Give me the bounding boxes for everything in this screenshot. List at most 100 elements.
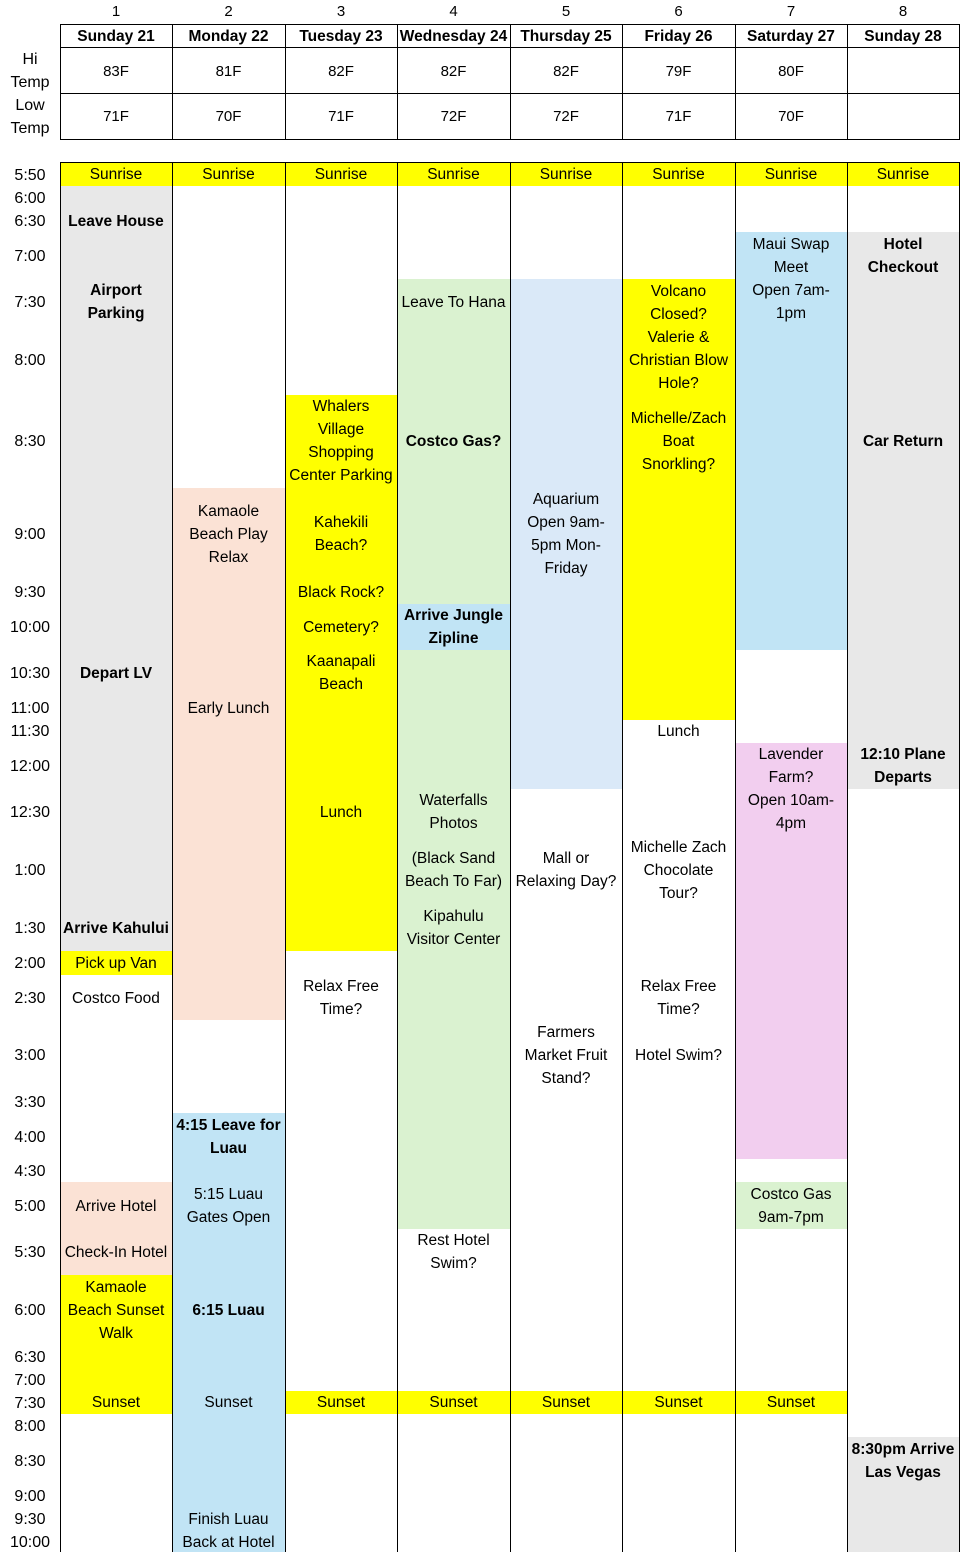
time-label: 3:00: [14, 1047, 46, 1064]
event-text: 4:15 Leave for Luau: [176, 1117, 281, 1157]
event-text: Farmers Market Fruit Stand?: [524, 1023, 608, 1087]
activity-block: [286, 395, 397, 951]
event-text: Michelle/Zach Boat Snorkling?: [630, 409, 727, 473]
band-block: [511, 163, 622, 186]
activity-block: [61, 1275, 172, 1414]
event-text: Kipahulu Visitor Center: [406, 908, 501, 948]
sunrise-label: Sunrise: [652, 166, 705, 183]
band-block: [61, 163, 172, 186]
activity-block: [61, 186, 172, 951]
event-text: Hotel Swim?: [635, 1046, 722, 1064]
event-text: 12:10 Plane Departs: [860, 746, 946, 786]
sunrise-label: Sunrise: [876, 166, 930, 183]
time-label: 6:00: [14, 1302, 46, 1319]
time-label: 6:00: [14, 190, 46, 207]
column-number: 6: [674, 3, 683, 20]
event-text: Cemetery?: [303, 618, 379, 636]
activity-block: [623, 279, 735, 720]
column-number: 2: [224, 3, 233, 20]
band-block: [736, 163, 847, 186]
activity-block: [511, 279, 622, 789]
low-temp-value: 71F: [103, 108, 129, 125]
time-label: 5:00: [14, 1198, 46, 1215]
low-temp-value: 71F: [328, 108, 354, 125]
sunset-label: Sunset: [766, 1394, 816, 1411]
band-block: [511, 1391, 622, 1414]
event-text: 8:30pm Arrive Las Vegas: [851, 1441, 955, 1481]
activity-block: [61, 1182, 172, 1275]
event-text: Relax Free Time?: [303, 978, 379, 1018]
time-label: 2:30: [14, 990, 46, 1007]
band-block: [398, 163, 510, 186]
hi-temp-value: 83F: [103, 62, 129, 80]
time-label: 7:30: [14, 1395, 46, 1412]
time-label: 9:00: [14, 526, 46, 543]
activity-block: [173, 1113, 285, 1552]
band-block: [736, 1391, 847, 1414]
hi-temp-value: 82F: [440, 62, 467, 80]
day-header: Saturday 27: [747, 28, 835, 45]
hi-temp-value: 82F: [328, 62, 354, 80]
low-temp-label: Low Temp: [10, 97, 50, 137]
event-text: Whalers Village Shopping Center Parking: [289, 398, 393, 484]
event-text: 5:15 Luau Gates Open: [186, 1186, 271, 1226]
hi-temp-value: 80F: [778, 62, 804, 80]
event-text: Waterfalls Photos: [419, 792, 488, 832]
time-label: 5:50: [14, 167, 46, 184]
hi-temp-value: 81F: [215, 62, 242, 80]
day-header: Friday 26: [644, 28, 713, 45]
time-label: 3:30: [14, 1094, 46, 1111]
event-text: Relax Free Time?: [640, 978, 717, 1018]
event-text: Kaanapali Beach: [306, 653, 376, 693]
sunset-label: Sunset: [541, 1394, 591, 1411]
band-block: [173, 163, 285, 186]
hi-temp-value: 82F: [553, 62, 579, 80]
band-block: [848, 163, 959, 186]
event-text: Costco Gas 9am-7pm: [750, 1186, 832, 1226]
time-label: 8:00: [14, 352, 46, 369]
event-text: Aquarium Open 9am- 5pm Mon- Friday: [527, 491, 605, 577]
time-label: 11:30: [10, 723, 50, 740]
activity-block: [173, 488, 285, 1020]
column-number: 1: [111, 3, 121, 20]
event-text: Maui Swap Meet Open 7am- 1pm: [752, 236, 830, 322]
event-text: Finish Luau Back at Hotel: [182, 1511, 275, 1551]
band-block: [286, 163, 397, 186]
day-header: Thursday 25: [520, 28, 612, 45]
activity-block: [736, 232, 847, 650]
hi-temp-value: [847, 48, 959, 94]
event-text: Hotel Checkout: [867, 236, 939, 276]
event-text: Depart LV: [79, 664, 153, 682]
event-text: Costco Gas?: [405, 432, 502, 450]
time-label: 5:30: [14, 1244, 46, 1261]
time-label: 9:00: [14, 1488, 46, 1505]
event-text: Leave House: [68, 212, 164, 230]
time-label: 9:30: [14, 584, 46, 601]
event-text: Costco Food: [72, 989, 160, 1007]
event-text: Car Return: [862, 432, 944, 450]
time-label: 12:30: [9, 804, 51, 821]
time-label: 11:00: [10, 700, 50, 717]
time-label: 7:00: [14, 1372, 46, 1389]
event-text: Leave To Hana: [401, 293, 506, 311]
time-label: 4:30: [14, 1163, 46, 1180]
event-text: Lavender Farm? Open 10am- 4pm: [747, 746, 835, 832]
event-text: Early Lunch: [187, 699, 270, 717]
time-label: 6:30: [14, 213, 46, 230]
activity-block: [736, 1182, 847, 1229]
event-text: Michelle Zach Chocolate Tour?: [630, 838, 727, 902]
time-label: 9:30: [14, 1511, 46, 1528]
day-header: Sunday 21: [77, 28, 155, 45]
time-label: 10:30: [9, 665, 51, 682]
column-number: 5: [561, 3, 571, 20]
hi-temp-value: 79F: [665, 62, 692, 80]
event-text: Arrive Jungle Zipline: [403, 607, 504, 647]
sunrise-label: Sunrise: [314, 166, 368, 183]
day-header: Tuesday 23: [299, 28, 383, 45]
activity-block: [61, 951, 172, 975]
low-temp-value: [847, 94, 959, 139]
day-header: Sunday 28: [864, 28, 942, 45]
sunset-label: Sunset: [316, 1394, 366, 1411]
activity-block: [848, 1437, 959, 1552]
